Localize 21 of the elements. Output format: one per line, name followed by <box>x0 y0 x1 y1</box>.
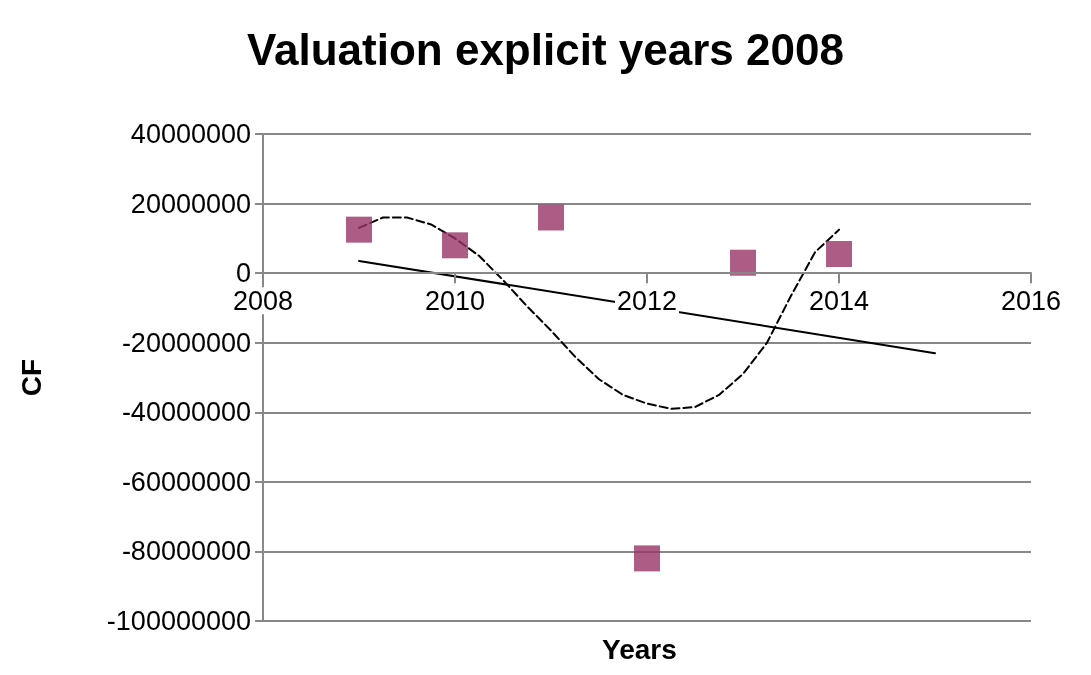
x-tick-label: 2012 <box>616 285 678 316</box>
x-tick-label: 2008 <box>232 285 294 316</box>
point <box>634 545 660 572</box>
x-tick-label: 2010 <box>424 285 486 316</box>
point <box>826 241 852 268</box>
x-tick-label: 2016 <box>1000 285 1062 316</box>
point <box>346 216 372 243</box>
y-tick-label: 20000000 <box>130 188 251 219</box>
y-tick-label: -100000000 <box>106 606 251 636</box>
y-tick-label: -60000000 <box>121 466 251 497</box>
point <box>538 204 564 231</box>
y-tick-label: -20000000 <box>121 327 251 358</box>
y-tick-label: -40000000 <box>121 397 251 428</box>
x-tick-label: 2014 <box>808 285 870 316</box>
y-axis-title: CF <box>15 358 47 397</box>
point <box>442 232 468 259</box>
y-tick-label: 40000000 <box>130 119 251 149</box>
y-tick-label: -80000000 <box>121 536 251 567</box>
x-axis-title: Years <box>602 633 677 665</box>
chart-title: Valuation explicit years 2008 <box>247 24 844 74</box>
point <box>730 249 756 276</box>
